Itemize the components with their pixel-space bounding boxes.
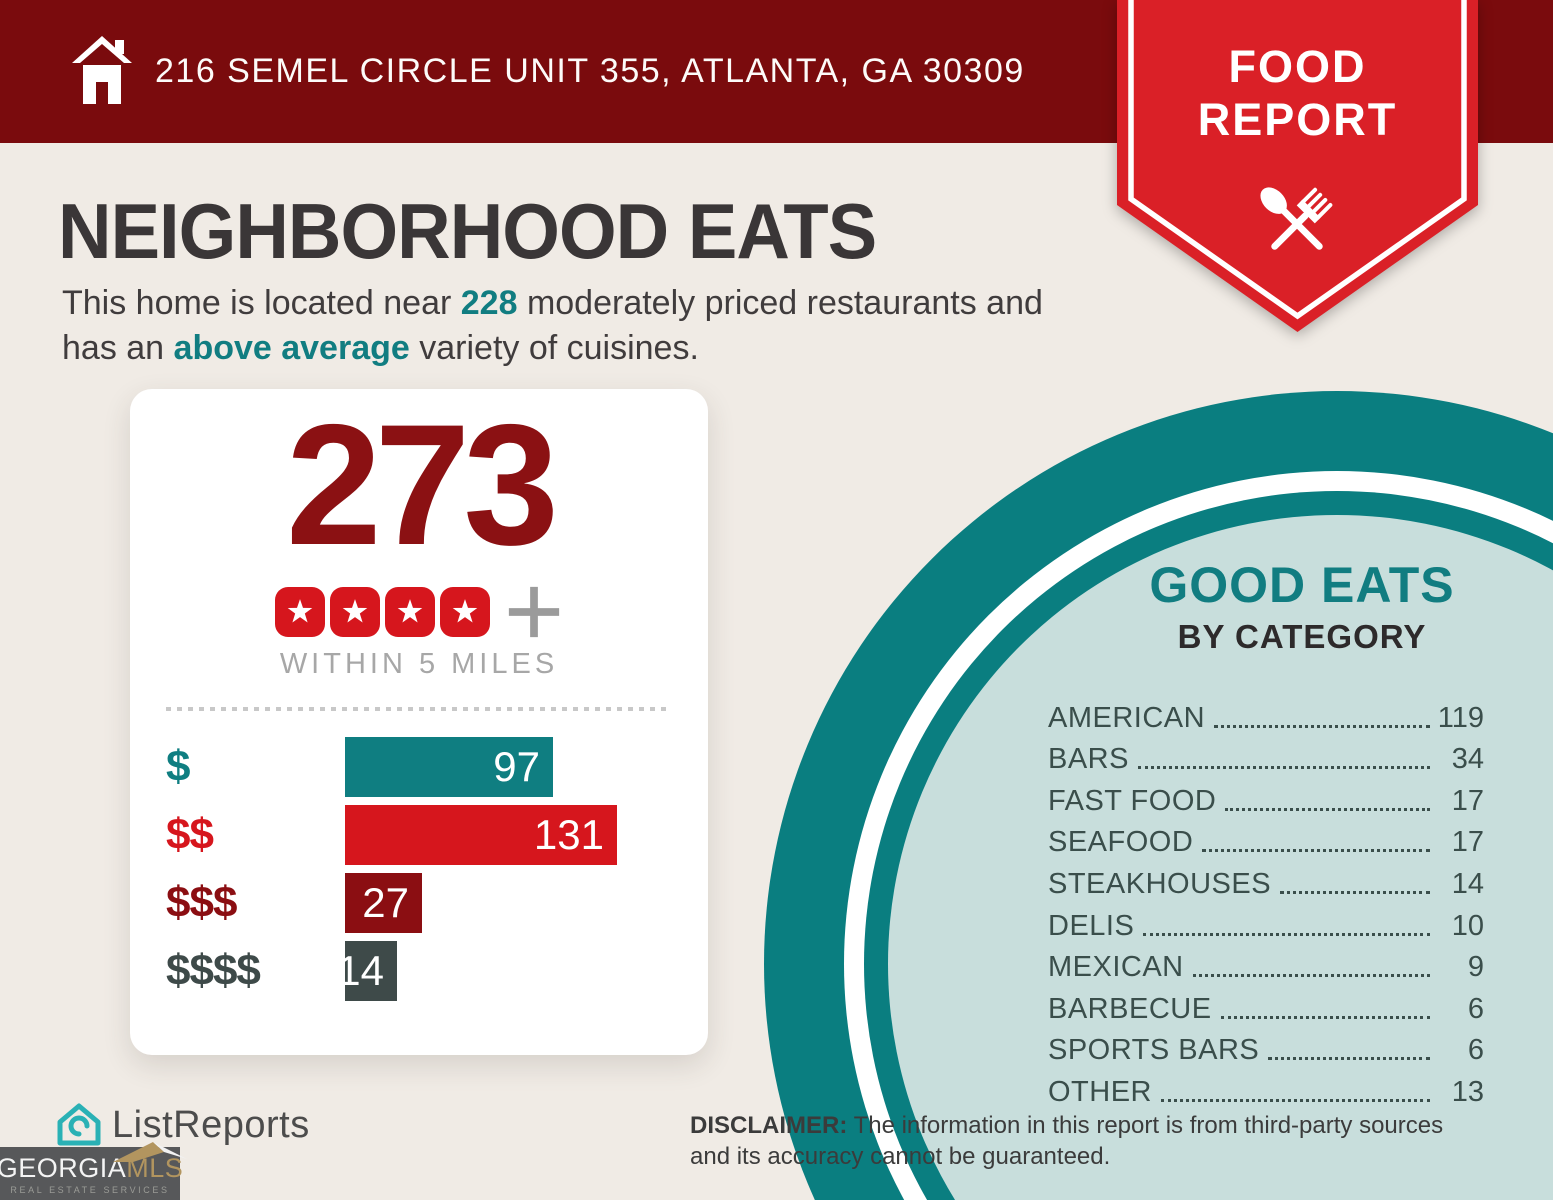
- home-icon: [72, 36, 132, 104]
- dashed-divider: [166, 707, 672, 711]
- intro-sentence: This home is located near 228 moderately…: [62, 281, 1043, 371]
- category-count: 6: [1467, 1034, 1484, 1067]
- category-name: STEAKHOUSES: [1048, 867, 1272, 900]
- restaurant-summary-card: 273 WITHIN 5 MILES $97 $$ 131 $$$ 27 $$$$ 14: [130, 389, 708, 1055]
- ribbon-line2: REPORT: [1197, 94, 1398, 145]
- dotted-leader: [1137, 766, 1430, 770]
- category-name: FAST FOOD: [1048, 784, 1217, 817]
- intro-text: moderately priced restaurants and: [517, 284, 1043, 322]
- price-bar: 14: [337, 941, 397, 1001]
- intro-text: This home is located near: [62, 284, 461, 322]
- disclaimer-label: DISCLAIMER:: [690, 1112, 848, 1139]
- radius-label: WITHIN 5 MILES: [279, 648, 559, 680]
- category-row: DELIS 10: [1048, 904, 1484, 946]
- georgia-mls-logo: GEORGIAMLS REAL ESTATE SERVICES: [0, 1142, 188, 1200]
- dotted-leader: [1161, 1098, 1430, 1102]
- dotted-leader: [1268, 1057, 1430, 1061]
- price-bar: 131: [345, 805, 617, 865]
- dotted-leader: [1214, 724, 1430, 728]
- plus-icon: [505, 583, 563, 641]
- category-row: SEAFOOD 17: [1048, 821, 1484, 863]
- price-bar-value: 14: [337, 947, 384, 994]
- price-bar-row: $$ 131: [166, 805, 686, 865]
- intro-text: variety of cuisines.: [409, 329, 699, 367]
- star-icon: [330, 587, 380, 637]
- variety-highlight: above average: [173, 329, 410, 367]
- page-title: NEIGHBORHOOD EATS: [58, 187, 877, 275]
- category-list: AMERICAN 119 BARS 34 FAST FOOD 17 SEAFOOD 17 STE…: [1048, 696, 1484, 1112]
- category-name: SPORTS BARS: [1048, 1034, 1260, 1067]
- ribbon-title: FOOD REPORT: [1117, 40, 1478, 146]
- category-name: SEAFOOD: [1048, 826, 1194, 859]
- category-row: OTHER 13: [1048, 1070, 1484, 1112]
- category-name: BARBECUE: [1048, 992, 1212, 1025]
- price-bar-value: 27: [362, 879, 409, 926]
- price-bar-row: $$$$ 14: [166, 941, 686, 1001]
- star-icon: [440, 587, 490, 637]
- price-tier-label: $: [166, 742, 190, 791]
- star-icon: [385, 587, 435, 637]
- restaurant-count-highlight: 228: [460, 284, 518, 322]
- price-bar-chart: $97 $$ 131 $$$ 27 $$$$ 14: [166, 737, 686, 1009]
- category-count: 6: [1467, 992, 1484, 1025]
- price-bar-row: $97: [166, 737, 686, 797]
- category-count: 9: [1467, 951, 1484, 984]
- ribbon-line1: FOOD: [1228, 41, 1367, 92]
- disclaimer: DISCLAIMER: The information in this repo…: [690, 1110, 1485, 1172]
- dotted-leader: [1220, 1015, 1430, 1019]
- category-row: SPORTS BARS 6: [1048, 1029, 1484, 1071]
- listreports-house-icon: [57, 1103, 101, 1146]
- price-bar-value: 97: [493, 743, 540, 790]
- disclaimer-text: The information in this report is from t…: [690, 1112, 1444, 1170]
- dotted-leader: [1192, 974, 1430, 978]
- category-name: DELIS: [1048, 909, 1135, 942]
- price-bar-row: $$$ 27: [166, 873, 686, 933]
- price-tier-label: $$: [166, 810, 214, 859]
- price-bar: 27: [345, 873, 422, 933]
- dotted-leader: [1202, 849, 1430, 853]
- category-count: 17: [1451, 826, 1484, 859]
- dotted-leader: [1225, 807, 1430, 811]
- georgia-text: GEORGIA: [0, 1153, 127, 1183]
- category-row: BARS 34: [1048, 738, 1484, 780]
- category-name: MEXICAN: [1048, 951, 1184, 984]
- dotted-leader: [1280, 890, 1430, 894]
- category-count: 13: [1451, 1075, 1484, 1108]
- category-row: FAST FOOD 17: [1048, 779, 1484, 821]
- food-report-ribbon: FOOD REPORT: [1117, 0, 1478, 345]
- crossed-spoon-fork-icon: [1260, 187, 1333, 250]
- star-rating: [130, 583, 708, 641]
- good-eats-subtitle: BY CATEGORY: [1177, 618, 1427, 655]
- listreports-wordmark: ListReports: [112, 1103, 310, 1146]
- mls-tagline: REAL ESTATE SERVICES: [10, 1185, 170, 1195]
- category-count: 34: [1451, 743, 1484, 776]
- category-count: 10: [1451, 909, 1484, 942]
- total-restaurant-count: 273: [286, 389, 559, 581]
- price-tier-label: $$$: [166, 878, 237, 927]
- category-count: 119: [1437, 701, 1484, 734]
- category-name: AMERICAN: [1048, 701, 1206, 734]
- category-count: 14: [1451, 867, 1484, 900]
- category-row: BARBECUE 6: [1048, 987, 1484, 1029]
- intro-text: has an: [62, 329, 174, 367]
- category-row: STEAKHOUSES 14: [1048, 862, 1484, 904]
- georgia-mls-wordmark: GEORGIAMLS: [0, 1142, 188, 1183]
- property-address: 216 SEMEL CIRCLE UNIT 355, ATLANTA, GA 3…: [155, 52, 1025, 90]
- price-bar-value: 131: [533, 811, 604, 858]
- category-row: MEXICAN 9: [1048, 946, 1484, 988]
- mls-roof-icon: [113, 1142, 188, 1162]
- category-name: BARS: [1048, 743, 1129, 776]
- good-eats-title: GOOD EATS: [1149, 557, 1455, 613]
- dotted-leader: [1143, 932, 1430, 936]
- good-eats-panel: GOOD EATS BY CATEGORY AMERICAN 119 BARS 34 F…: [1040, 556, 1500, 1112]
- listreports-logo: ListReports: [56, 1102, 310, 1148]
- category-name: OTHER: [1048, 1075, 1152, 1108]
- price-bar: 97: [345, 737, 553, 797]
- category-row: AMERICAN 119: [1048, 696, 1484, 738]
- price-tier-label: $$$$: [166, 946, 261, 995]
- category-count: 17: [1451, 784, 1484, 817]
- star-icon: [275, 587, 325, 637]
